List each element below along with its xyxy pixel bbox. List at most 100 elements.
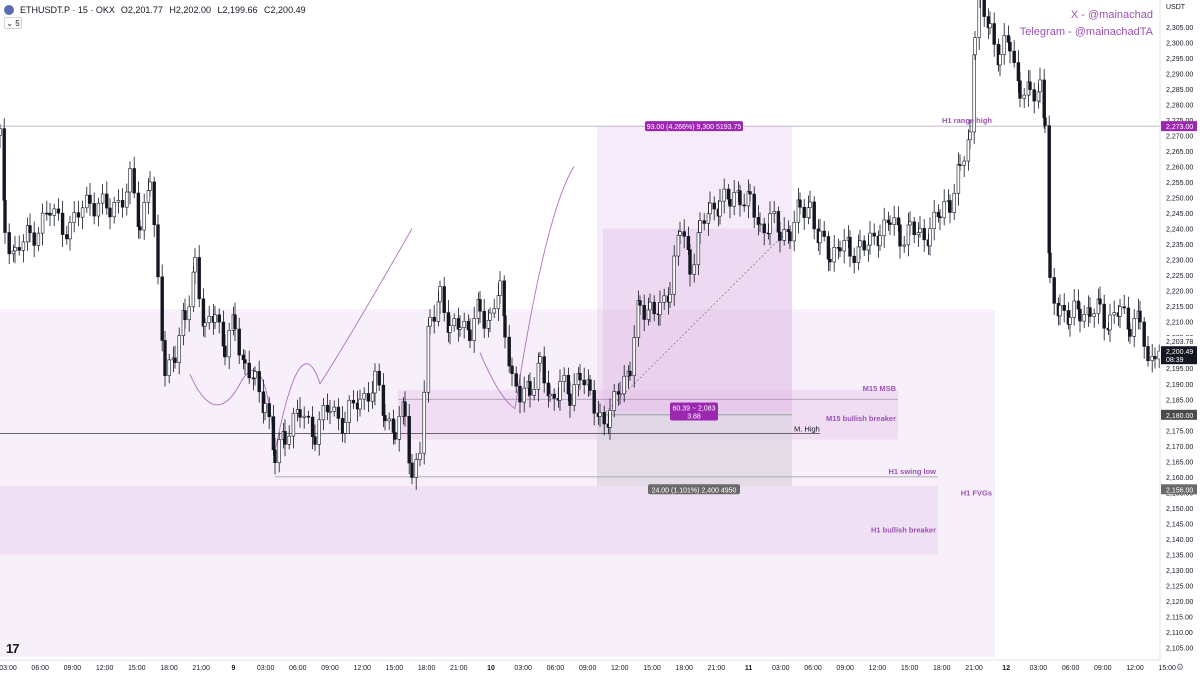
candle-body	[768, 213, 772, 234]
candle-body	[328, 411, 332, 413]
x-tick-label: 06:00	[31, 665, 49, 672]
candle-body	[528, 381, 532, 396]
candle-body	[608, 410, 612, 428]
candle-body	[982, 0, 986, 17]
candle-body	[383, 415, 387, 422]
currency-label[interactable]: USDT	[1166, 4, 1186, 11]
candle-body	[492, 308, 496, 314]
candle-body	[36, 232, 41, 246]
candle-body	[808, 201, 812, 208]
candle-body	[738, 190, 742, 206]
gear-icon[interactable]: ⚙	[1176, 662, 1185, 672]
candle-body	[888, 222, 892, 225]
candle-body	[28, 225, 32, 234]
candle-body	[696, 232, 701, 266]
last-price-label: 2,200.49	[1166, 349, 1193, 356]
candle-body	[472, 318, 476, 341]
candle-body	[578, 373, 582, 381]
candle-body	[466, 321, 471, 331]
candle-body	[217, 314, 221, 323]
candle-body	[648, 301, 652, 311]
candle-body	[992, 23, 996, 45]
candle-body	[358, 398, 362, 410]
candle-body	[1146, 346, 1150, 362]
candle-body	[956, 164, 961, 194]
candle-body	[682, 231, 686, 237]
candle-body	[1028, 81, 1032, 90]
x-tick-label: 03:00	[514, 665, 532, 672]
candle-body	[866, 244, 871, 251]
candle-body	[283, 431, 287, 445]
candle-body	[267, 403, 271, 417]
candle-body	[247, 362, 251, 379]
candle-body	[138, 226, 142, 231]
candle-body	[1102, 303, 1106, 329]
y-tick-label: 2,125.00	[1166, 584, 1193, 591]
candle-body	[156, 224, 160, 278]
candle-body	[436, 301, 441, 322]
candle-body	[692, 264, 696, 275]
drawn-curve-2	[479, 166, 575, 410]
candle-body	[988, 23, 992, 29]
x-tick-label: 10	[487, 665, 495, 672]
candle-body	[173, 357, 177, 363]
tradingview-logo[interactable]: 17	[6, 641, 20, 656]
candle-body	[65, 234, 69, 240]
measure-mid-bg	[670, 402, 718, 421]
candle-body	[688, 249, 692, 275]
candle-body	[302, 415, 306, 418]
last-price-bg	[1161, 346, 1197, 365]
candle-body	[1142, 321, 1146, 347]
measure-bottom-label: 24.00 (1.101%) 2,400 4950	[652, 487, 737, 494]
candle-body	[263, 403, 267, 413]
candle-body	[40, 212, 45, 234]
candle-body	[362, 393, 366, 400]
swing-low-label: H1 swing low	[888, 467, 936, 476]
range-high-badge-bg	[1161, 121, 1197, 132]
y-tick-label: 2,290.00	[1166, 71, 1193, 78]
msb-badge-bg	[1161, 409, 1197, 420]
candle-body	[848, 236, 852, 257]
candle-body	[96, 202, 101, 217]
candle-body	[167, 359, 171, 377]
candle-body	[422, 391, 426, 454]
candle-body	[722, 188, 726, 202]
symbol-label[interactable]: ETHUSDT.P · 15 · OKX	[20, 5, 115, 15]
candle-body	[478, 299, 482, 312]
candle-body	[782, 229, 786, 241]
msb-label: M15 MSB	[863, 384, 897, 393]
x-tick-label: 03:00	[0, 665, 17, 672]
candle-body	[628, 370, 632, 377]
candle-body	[842, 240, 846, 252]
candle-body	[872, 232, 876, 237]
candle-body	[916, 232, 921, 236]
candle-body	[125, 191, 129, 208]
candle-body	[538, 356, 542, 364]
x-tick-label: 03:00	[257, 665, 275, 672]
candle-body	[146, 190, 151, 203]
candle-body	[428, 316, 432, 327]
candle-body	[253, 371, 257, 379]
candle-body	[193, 257, 197, 273]
fvg-badge-bg	[1161, 484, 1197, 495]
measure-bottom-bg	[648, 484, 740, 495]
candle-body	[602, 412, 606, 425]
candle-body	[652, 301, 656, 315]
x-tick-label: 09:00	[1094, 665, 1112, 672]
candle-body	[838, 247, 842, 252]
y-tick-label: 2,255.00	[1166, 180, 1193, 187]
candle-body	[702, 220, 706, 224]
candle-body	[298, 409, 302, 418]
h1-breaker-label: H1 bullish breaker	[871, 526, 936, 535]
collapse-indicators-button[interactable]: ⌄ 5	[4, 17, 22, 29]
symbol-header: ETHUSDT.P · 15 · OKX O2,201.77 H2,202.00…	[4, 3, 310, 17]
y-tick-label: 2,170.00	[1166, 444, 1193, 451]
fvg-badge: 2,156.00	[1166, 487, 1193, 494]
eth-icon	[4, 5, 14, 15]
measure-top-label: 93.00 (4.266%) 9,300 5193.75	[647, 124, 742, 131]
x-tick-label: 03:00	[772, 665, 790, 672]
candle-body	[1088, 307, 1092, 317]
y-tick-label: 2,245.00	[1166, 211, 1193, 218]
candle-body	[532, 389, 536, 396]
